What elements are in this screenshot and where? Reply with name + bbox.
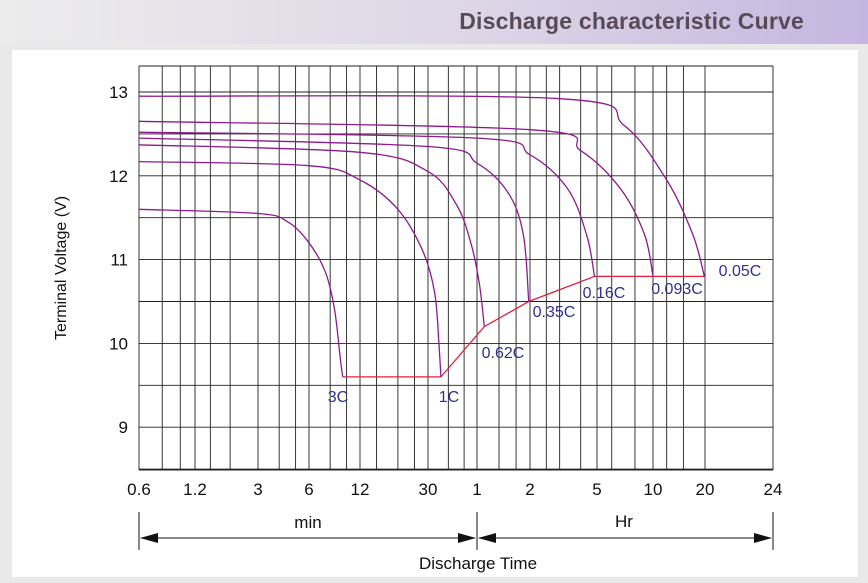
series-label: 0.05C [719,263,762,280]
y-tick-label: 9 [119,418,128,437]
cutoff-voltage-line [342,275,705,378]
x-tick-label: 10 [644,480,663,499]
hr-unit-label: Hr [615,512,633,531]
x-tick-label: 3 [253,480,262,499]
x-tick-label: 6 [304,480,313,499]
series-label: 0.62C [482,345,525,362]
chart-title: Discharge characteristic Curve [459,8,804,34]
y-tick-label: 10 [109,334,128,353]
discharge-curve-0_05C [138,95,706,277]
x-tick-label: 30 [419,480,438,499]
title-bar: Discharge characteristic Curve [0,0,868,44]
discharge-curve-1C [138,160,442,377]
discharge-curve-0_093C [138,120,654,277]
series-label: 0.35C [533,304,576,321]
hr-arrow-left [478,533,496,543]
series-label: 0.16C [583,285,626,302]
x-tick-label: 20 [696,480,715,499]
x-tick-label: 12 [351,480,370,499]
x-tick-label: 2 [525,480,534,499]
min-arrow-left [140,533,158,543]
y-tick-label: 12 [109,167,128,186]
series-label: 3C [328,389,348,406]
series-label: 1C [439,389,459,406]
min-arrow-right [458,533,476,543]
x-tick-label: 1.2 [183,480,207,499]
discharge-curve-3C [138,208,344,377]
y-axis-label: Terminal Voltage (V) [53,196,70,340]
discharge-curve-0_35C [138,137,530,302]
y-tick-label: 11 [110,251,128,270]
discharge-curve-0_16C [138,131,596,277]
y-tick-label: 13 [109,83,128,102]
min-unit-label: min [294,513,321,532]
hr-arrow-right [754,533,772,543]
x-tick-label: 0.6 [127,480,151,499]
x-tick-label: 5 [592,480,601,499]
x-axis-label: Discharge Time [419,554,537,573]
discharge-curve-0_62C [138,144,485,327]
x-tick-label: 1 [472,480,481,499]
x-tick-label: 24 [764,480,783,499]
series-label: 0.093C [651,281,703,298]
